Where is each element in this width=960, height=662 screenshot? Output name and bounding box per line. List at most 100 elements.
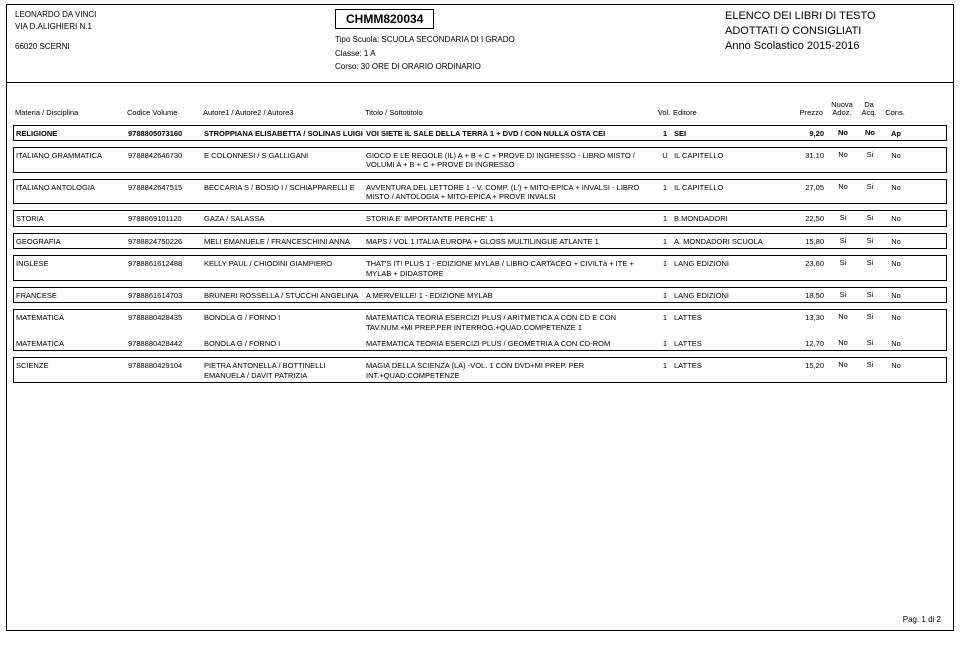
cell-da: Si <box>858 214 882 222</box>
cell-da: Si <box>858 183 882 191</box>
table-row-group: MATEMATICA9788880428435BONOLA G / FORNO … <box>13 309 947 351</box>
cell-materia: MATEMATICA <box>16 313 128 322</box>
table-row-group: STORIA9788869101120GAZA / SALASSASTORIA … <box>13 210 947 226</box>
cell-da: Si <box>858 291 882 299</box>
cell-vol: 1 <box>656 214 674 223</box>
col-nuova: NuovaAdoz. <box>827 101 857 117</box>
col-autore: Autore1 / Autore2 / Autore3 <box>203 108 365 117</box>
cell-prezzo: 22,50 <box>790 214 828 223</box>
cell-vol: 1 <box>656 259 674 268</box>
cell-autore: GAZA / SALASSA <box>204 214 366 223</box>
table-row: GEOGRAFIA9788824750226MELI EMANUELE / FR… <box>16 236 944 246</box>
cell-da: Si <box>858 259 882 267</box>
cell-materia: SCIENZE <box>16 361 128 370</box>
table-row-group: GEOGRAFIA9788824750226MELI EMANUELE / FR… <box>13 233 947 249</box>
cell-codice: 9788869101120 <box>128 214 204 223</box>
cell-vol: 1 <box>656 313 674 322</box>
cell-titolo: AVVENTURA DEL LETTORE 1 - V. COMP. (L') … <box>366 183 656 202</box>
cell-titolo: MAGIA DELLA SCIENZA (LA) -VOL. 1 CON DVD… <box>366 361 656 380</box>
table-row-group: SCIENZE9788880429104PIETRA ANTONELLA / B… <box>13 357 947 383</box>
cell-materia: RELIGIONE <box>16 129 128 138</box>
cell-vol: 1 <box>656 183 674 192</box>
corso-line: Corso: 30 ORE DI ORARIO ORDINARIO <box>335 60 725 74</box>
cell-cons: No <box>882 291 910 300</box>
cell-autore: STROPPIANA ELISABETTA / SOLINAS LUIGI <box>204 129 366 138</box>
school-name: LEONARDO DA VINCI <box>15 9 335 21</box>
cell-editore: IL CAPITELLO <box>674 151 790 160</box>
cell-codice: 9788805073160 <box>128 129 204 138</box>
cell-autore: PIETRA ANTONELLA / BOTTINELLI EMANUELA /… <box>204 361 366 380</box>
cell-autore: BONOLA G / FORNO I <box>204 339 366 348</box>
cell-cons: No <box>882 361 910 370</box>
cell-nuova: No <box>828 129 858 137</box>
cell-editore: LANG EDIZIONI <box>674 259 790 268</box>
col-vol: Vol. <box>655 108 673 117</box>
cell-autore: KELLY PAUL / CHIODINI GIAMPIERO <box>204 259 366 268</box>
cell-nuova: No <box>828 339 858 347</box>
cell-prezzo: 12,70 <box>790 339 828 348</box>
cell-vol: 1 <box>656 237 674 246</box>
cell-autore: BRUNERI ROSSELLA / STUCCHI ANGELINA <box>204 291 366 300</box>
cell-codice: 9788880429104 <box>128 361 204 370</box>
cell-prezzo: 27,05 <box>790 183 828 192</box>
table-row: FRANCESE9788861614703BRUNERI ROSSELLA / … <box>16 290 944 300</box>
col-codice: Codice Volume <box>127 108 203 117</box>
cell-vol: 1 <box>656 291 674 300</box>
classe-label: Classe: <box>335 49 362 58</box>
col-materia: Materia / Disciplina <box>15 108 127 117</box>
classe-line: Classe: 1 A <box>335 47 725 61</box>
cell-codice: 9788861614703 <box>128 291 204 300</box>
table-row-group: ITALIANO GRAMMATICA9788842646730E COLONN… <box>13 147 947 173</box>
cell-prezzo: 31,10 <box>790 151 828 160</box>
classe-val: 1 A <box>364 49 376 58</box>
cell-materia: STORIA <box>16 214 128 223</box>
address-1: VIA D.ALIGHIERI N.1 <box>15 21 335 33</box>
cell-editore: SEI <box>674 129 790 138</box>
cell-cons: No <box>882 214 910 223</box>
cell-prezzo: 15,20 <box>790 361 828 370</box>
cell-cons: No <box>882 183 910 192</box>
cell-nuova: No <box>828 313 858 321</box>
col-cons: Cons. <box>881 108 909 117</box>
cell-autore: E COLONNESI / S GALLIGANI <box>204 151 366 160</box>
table-row-group: INGLESE9788861612488KELLY PAUL / CHIODIN… <box>13 255 947 281</box>
table-body: Materia / Disciplina Codice Volume Autor… <box>6 83 954 631</box>
cell-da: Si <box>858 237 882 245</box>
tipo-val: SCUOLA SECONDARIA DI I GRADO <box>381 35 514 44</box>
cell-cons: Ap <box>882 129 910 138</box>
header: LEONARDO DA VINCI VIA D.ALIGHIERI N.1 66… <box>6 4 954 83</box>
cell-cons: No <box>882 313 910 322</box>
cell-vol: U <box>656 151 674 160</box>
cell-editore: LATTES <box>674 361 790 370</box>
cell-materia: MATEMATICA <box>16 339 128 348</box>
tipo-label: Tipo Scuola: <box>335 35 379 44</box>
cell-materia: ITALIANO GRAMMATICA <box>16 151 128 160</box>
table-row: INGLESE9788861612488KELLY PAUL / CHIODIN… <box>16 258 944 278</box>
cell-prezzo: 23,60 <box>790 259 828 268</box>
cell-vol: 1 <box>656 129 674 138</box>
table-row-group: RELIGIONE9788805073160STROPPIANA ELISABE… <box>13 125 947 141</box>
cell-autore: BONOLA G / FORNO I <box>204 313 366 322</box>
cell-nuova: Si <box>828 259 858 267</box>
cell-prezzo: 18,50 <box>790 291 828 300</box>
tipo-line: Tipo Scuola: SCUOLA SECONDARIA DI I GRAD… <box>335 33 725 47</box>
cell-titolo: MATEMATICA TEORIA ESERCIZI PLUS / GEOMET… <box>366 339 656 348</box>
cell-da: No <box>858 129 882 137</box>
anno: Anno Scolastico 2015-2016 <box>725 39 945 54</box>
page-number: Pag. 1 di 2 <box>903 615 941 624</box>
cell-titolo: GIOCO E LE REGOLE (IL) A + B + C + PROVE… <box>366 151 656 170</box>
table-row: MATEMATICA9788880428435BONOLA G / FORNO … <box>16 312 944 332</box>
cell-nuova: No <box>828 361 858 369</box>
cell-codice: 9788842646730 <box>128 151 204 160</box>
cell-nuova: No <box>828 151 858 159</box>
cell-codice: 9788880428435 <box>128 313 204 322</box>
col-da: DaAcq. <box>857 101 881 117</box>
cell-prezzo: 15,80 <box>790 237 828 246</box>
address-2: 66020 SCERNI <box>15 41 335 53</box>
school-code: CHMM820034 <box>335 9 434 29</box>
header-right: ELENCO DEI LIBRI DI TESTO ADOTTATI O CON… <box>725 9 945 74</box>
cell-titolo: VOI SIETE IL SALE DELLA TERRA 1 + DVD / … <box>366 129 656 138</box>
table-row-group: ITALIANO ANTOLOGIA9788842647515BECCARIA … <box>13 179 947 205</box>
title-1: ELENCO DEI LIBRI DI TESTO <box>725 9 945 24</box>
table-row: RELIGIONE9788805073160STROPPIANA ELISABE… <box>16 128 944 138</box>
